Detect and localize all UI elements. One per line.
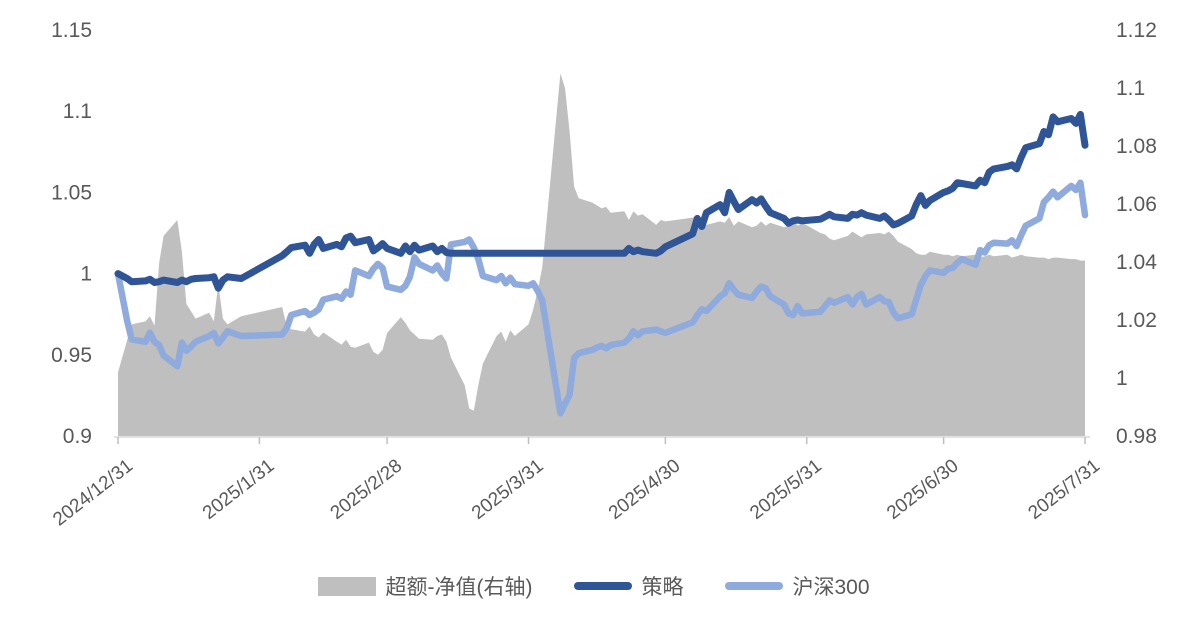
left-axis-tick-label: 0.95 [51,344,92,367]
left-axis-tick-label: 1.05 [51,181,92,204]
legend-item-excess: 超额-净值(右轴) [318,571,532,601]
right-axis-tick-label: 1.1 [1116,77,1145,100]
csi300-line-swatch [725,582,784,590]
right-axis-tick-label: 1.08 [1116,135,1157,158]
chart-legend: 超额-净值(右轴) 策略 沪深300 [0,571,1188,601]
left-axis-tick-label: 1.15 [51,19,92,42]
right-axis-tick-label: 1.04 [1116,251,1157,274]
legend-label-excess: 超额-净值(右轴) [385,576,533,599]
right-axis-tick-label: 1.12 [1116,19,1157,42]
left-axis-tick-label: 1.1 [63,100,92,123]
x-axis-tick-label: 2024/12/31 [49,455,137,530]
right-axis-tick-label: 1 [1116,367,1128,390]
strategy-line-series [114,110,1089,292]
excess-area-swatch [318,576,377,596]
right-axis-tick-label: 0.98 [1116,425,1157,448]
x-axis-tick-label: 2025/6/30 [883,455,963,524]
strategy-line-swatch [574,582,633,590]
right-axis-tick-label: 1.02 [1116,309,1157,332]
legend-item-csi300: 沪深300 [725,571,870,601]
x-axis-tick-label: 2025/7/31 [1025,455,1105,524]
left-axis-tick-label: 0.9 [63,425,92,448]
right-axis-tick-label: 1.06 [1116,193,1157,216]
left-axis-tick-label: 1 [80,263,92,286]
x-axis-tick-label: 2025/5/31 [746,455,826,524]
x-axis-tick-label: 2025/1/31 [199,455,279,524]
legend-label-csi300: 沪深300 [792,576,870,599]
legend-label-strategy: 策略 [641,576,684,599]
legend-item-strategy: 策略 [574,571,683,601]
x-axis-tick-label: 2025/2/28 [327,455,407,524]
csi300-line-series [114,179,1089,417]
x-axis-tick-label: 2025/3/31 [468,455,548,524]
x-axis-tick-label: 2025/4/30 [605,455,685,524]
